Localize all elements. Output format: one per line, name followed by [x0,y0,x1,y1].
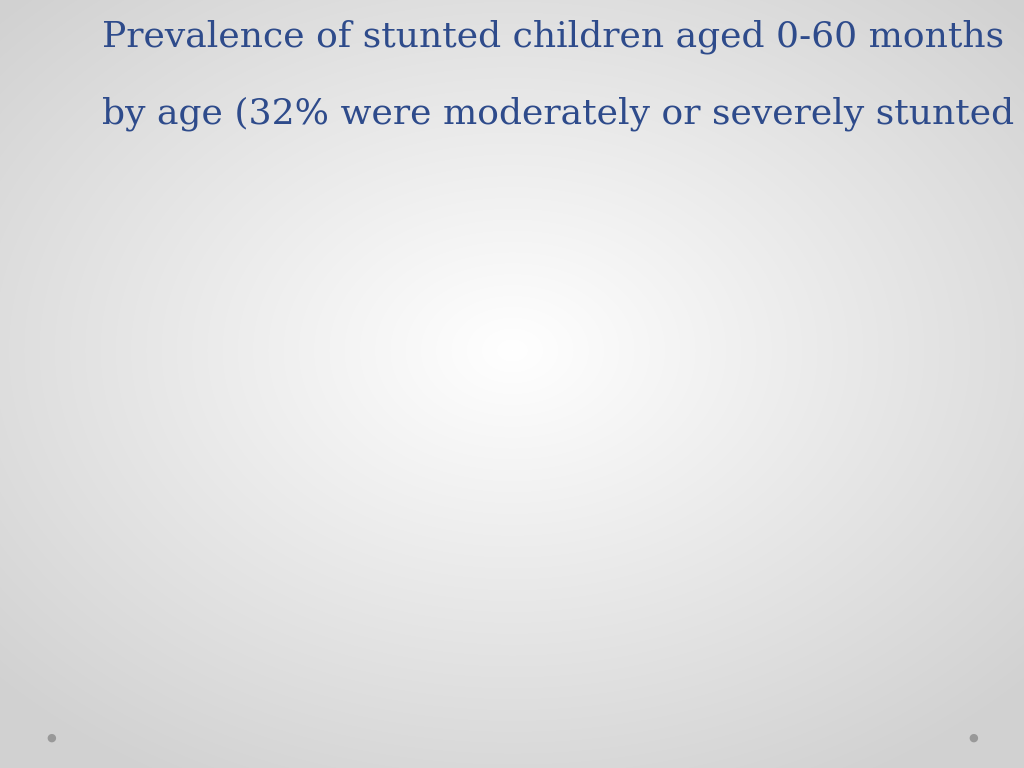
Bar [284,551,318,668]
Bar [318,581,354,668]
Text: 31.6: 31.6 [499,374,526,386]
Bar [460,421,495,668]
Bar [601,347,636,668]
Text: 28: 28 [469,406,485,419]
Bar [636,349,671,668]
Y-axis label: %: % [56,443,72,461]
Text: 36: 36 [575,335,591,348]
Text: 40.5: 40.5 [886,295,913,308]
Bar [495,389,530,668]
Bar [143,573,178,668]
Text: 36.4: 36.4 [604,331,632,344]
Text: 9.8: 9.8 [327,566,346,579]
Bar [883,311,918,668]
Bar [741,294,777,668]
Bar [565,350,601,668]
Text: 41.7: 41.7 [710,285,737,297]
Bar [847,343,883,668]
Text: 11.7: 11.7 [358,549,386,562]
Text: 36.9: 36.9 [851,327,879,340]
Text: 8.3: 8.3 [185,579,206,592]
Text: Prevalence of stunted children aged 0-60 months: Prevalence of stunted children aged 0-60… [102,19,1005,54]
Text: ●: ● [968,732,978,743]
Text: ●: ● [46,732,56,743]
Text: 13.3: 13.3 [288,535,315,548]
Text: 38.5: 38.5 [922,313,949,326]
Bar [354,565,389,668]
Bar [178,595,213,668]
Legend: Males, Females, Total: Males, Females, Total [110,261,228,355]
Text: 36.2: 36.2 [640,333,668,346]
X-axis label: Age in months: Age in months [480,699,615,717]
Text: 42: 42 [786,282,802,295]
Text: 42.4: 42.4 [745,278,773,291]
Bar [918,329,952,668]
Text: 35.2: 35.2 [428,342,456,355]
Bar [777,297,812,668]
Text: 10.8: 10.8 [146,558,174,570]
Bar [425,358,460,668]
Bar [707,300,741,668]
Bar [213,584,249,668]
Text: by age (32% were moderately or severely stunted: by age (32% were moderately or severely … [102,96,1015,131]
Text: 9.5: 9.5 [221,568,241,581]
